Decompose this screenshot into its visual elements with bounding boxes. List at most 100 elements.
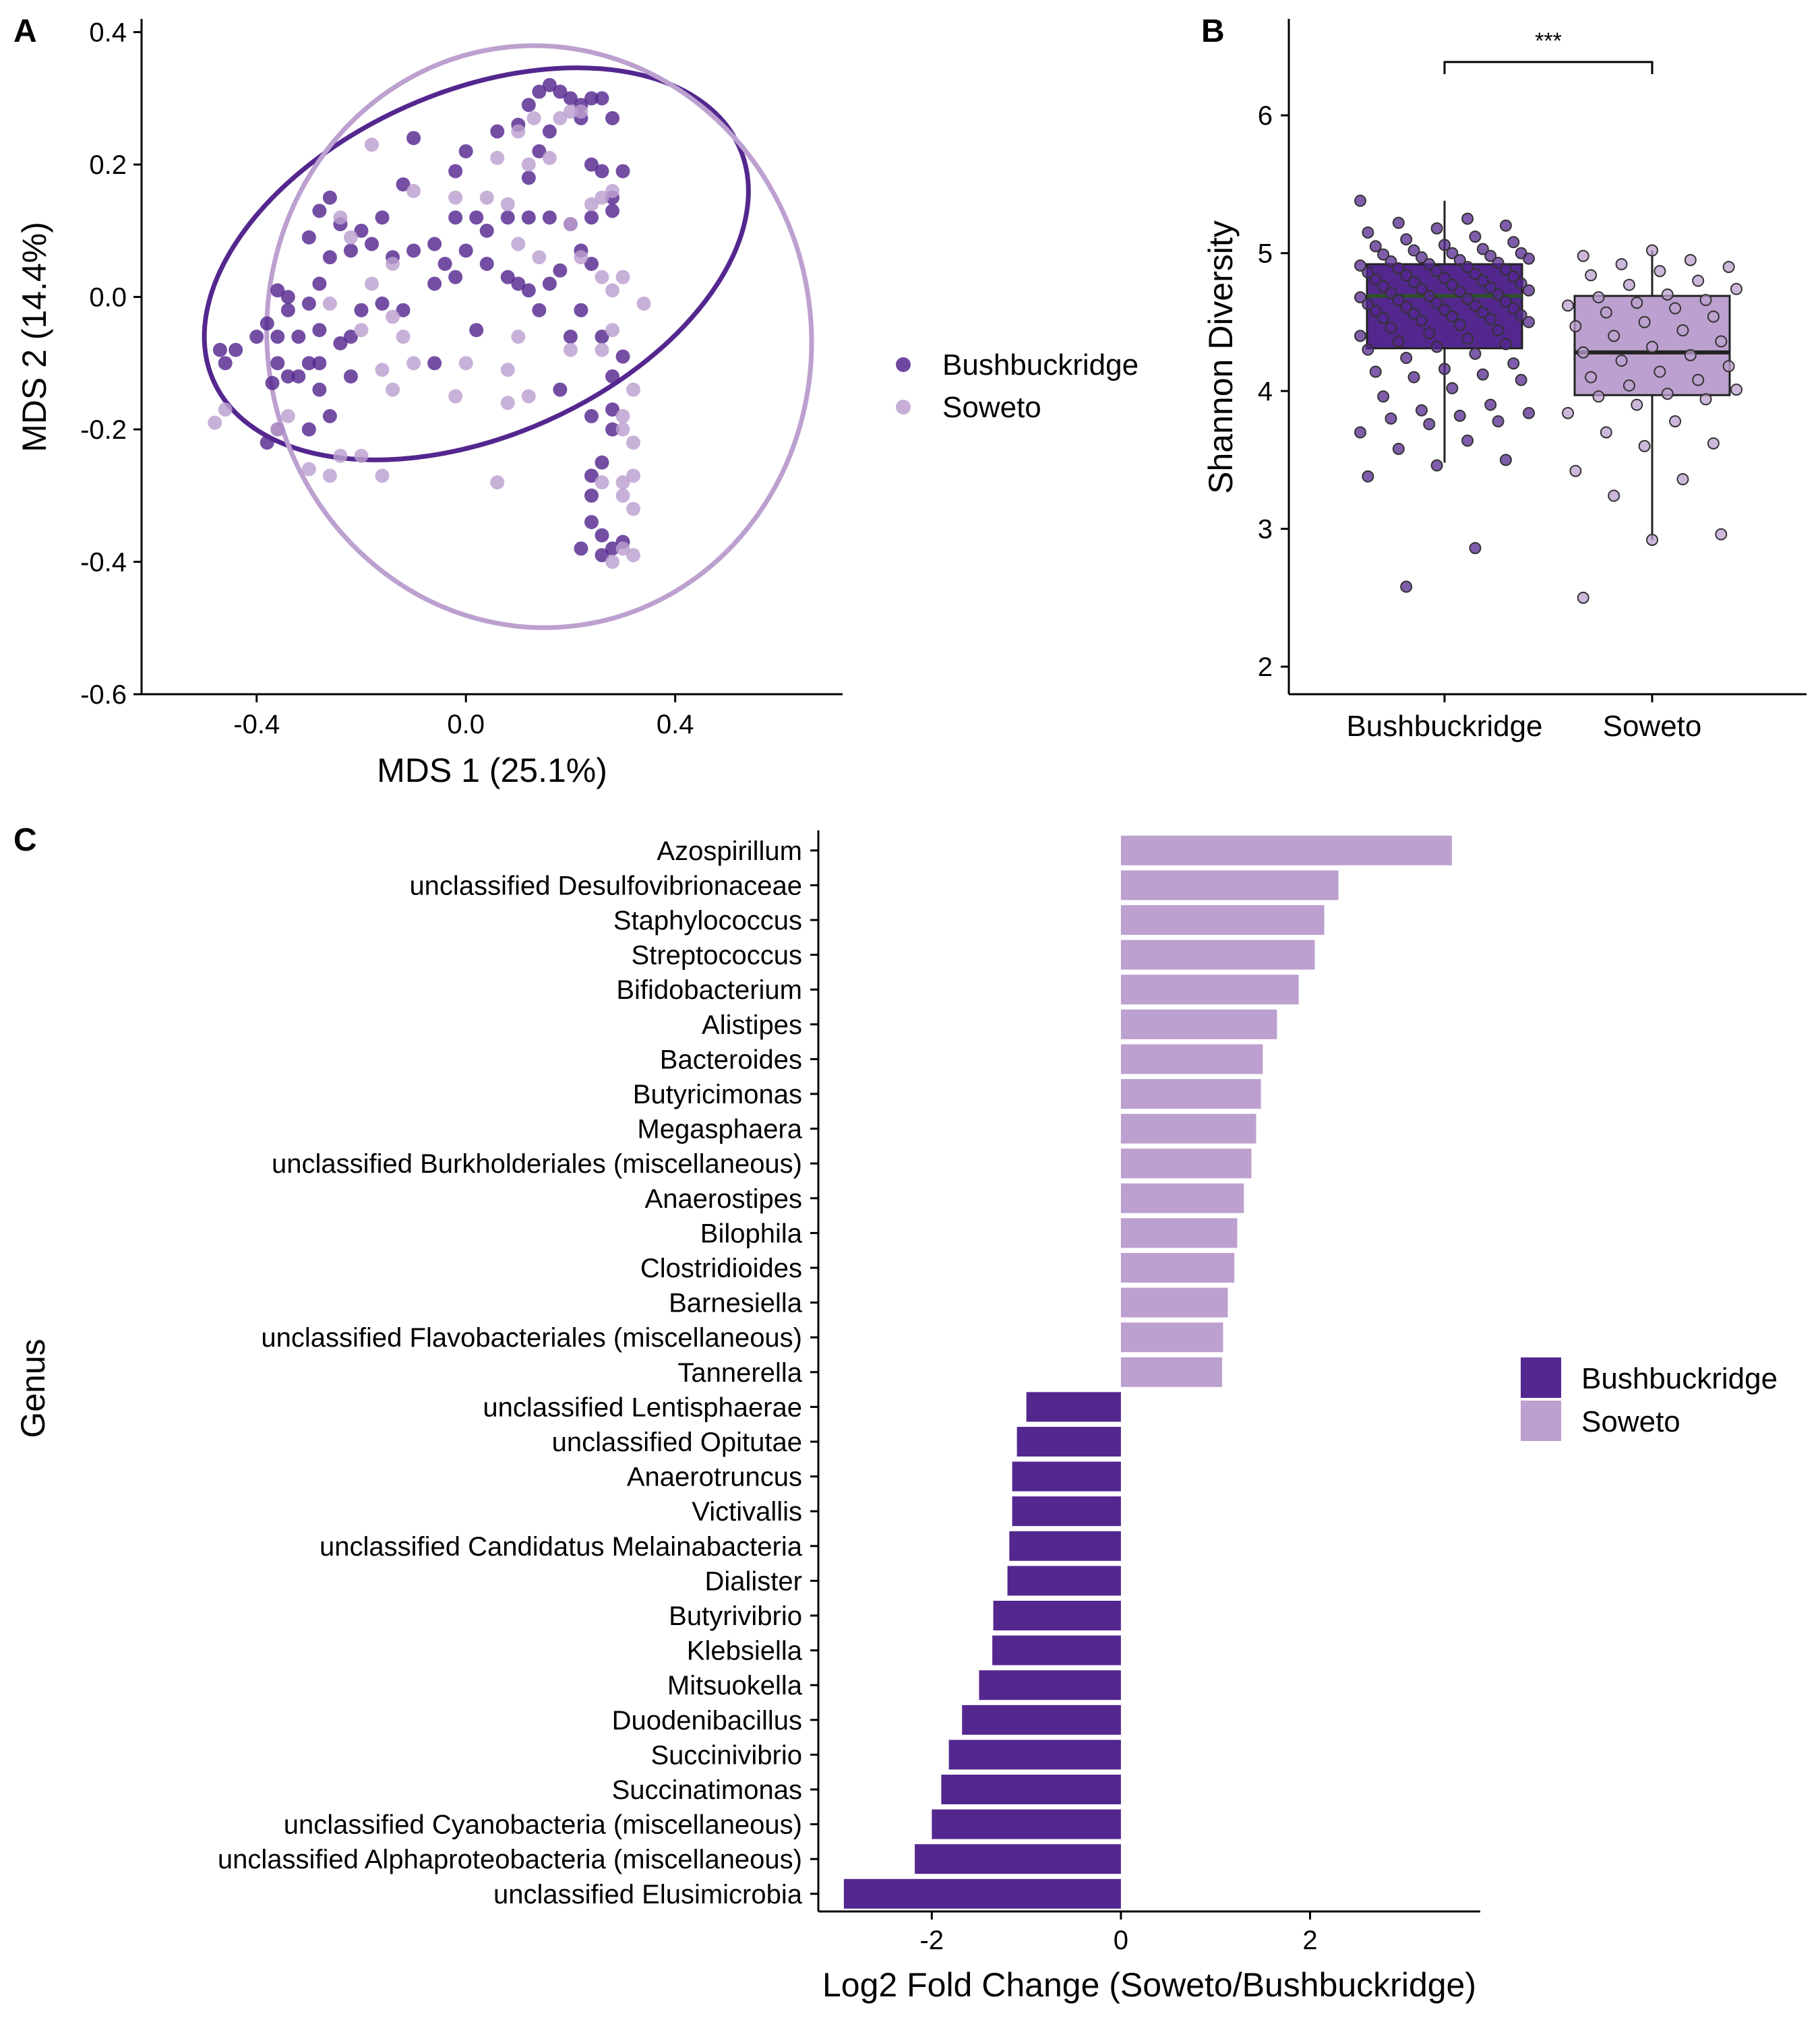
point-soweto: [636, 296, 651, 311]
point-soweto: [542, 150, 557, 165]
point-soweto: [448, 190, 463, 205]
category-label: Barnesiella: [669, 1289, 803, 1318]
x-tick-label: -2: [920, 1926, 944, 1955]
category-label: Bifidobacterium: [616, 975, 802, 1005]
point-bushbuckridge: [1392, 335, 1405, 348]
point-soweto: [1676, 472, 1689, 485]
point-bushbuckridge: [1362, 298, 1374, 311]
bar-victivallis: [1012, 1496, 1121, 1527]
point-bushbuckridge: [322, 190, 337, 205]
bar-unclassified-opitutae: [1017, 1427, 1121, 1457]
panel-a-letter: A: [13, 13, 37, 49]
point-bushbuckridge: [1430, 340, 1443, 353]
y-tick-label: 2: [1258, 652, 1273, 682]
panel-c-bars: [843, 835, 1452, 1909]
point-bushbuckridge: [563, 91, 578, 106]
category-label: Succinatimonas: [612, 1775, 802, 1805]
point-bushbuckridge: [1377, 280, 1390, 293]
point-bushbuckridge: [574, 541, 588, 556]
bar-streptococcus: [1120, 940, 1315, 970]
point-soweto: [1622, 379, 1635, 392]
point-soweto: [1638, 439, 1651, 452]
point-bushbuckridge: [615, 164, 630, 179]
category-label: unclassified Desulfovibrionaceae: [409, 871, 802, 900]
point-soweto: [605, 283, 620, 298]
category-label: Azospirillum: [657, 836, 802, 866]
panel-a-legend-key-soweto: [896, 400, 911, 415]
point-soweto: [511, 124, 526, 139]
point-soweto: [1715, 528, 1728, 541]
point-bushbuckridge: [1400, 233, 1413, 246]
point-soweto: [1669, 415, 1682, 428]
panel-b-significance-bracket: ***: [1443, 28, 1654, 74]
category-label: Clostridioides: [640, 1254, 802, 1283]
bar-clostridioides: [1120, 1253, 1235, 1283]
point-bushbuckridge: [1461, 212, 1474, 225]
point-soweto: [1661, 388, 1674, 400]
point-soweto: [1684, 348, 1697, 361]
point-bushbuckridge: [1446, 247, 1459, 259]
point-bushbuckridge: [1446, 278, 1459, 291]
category-label: Mitsuokella: [667, 1671, 803, 1701]
category-label: unclassified Candidatus Melainabacteria: [320, 1532, 803, 1562]
point-soweto: [208, 415, 222, 430]
category-label: Butyrivibrio: [669, 1601, 802, 1631]
point-bushbuckridge: [563, 330, 578, 344]
bar-bifidobacterium: [1120, 975, 1299, 1005]
point-bushbuckridge: [1392, 294, 1405, 307]
point-soweto: [1631, 297, 1643, 309]
point-bushbuckridge: [458, 144, 473, 158]
bar-bacteroides: [1120, 1044, 1263, 1074]
point-soweto: [1692, 373, 1705, 386]
point-bushbuckridge: [1392, 216, 1405, 229]
category-label: Anaerotruncus: [627, 1463, 802, 1492]
category-label: unclassified Flavobacteriales (miscellan…: [261, 1323, 802, 1353]
point-bushbuckridge: [1499, 264, 1512, 276]
point-soweto: [364, 137, 379, 152]
bar-megasphaera: [1120, 1113, 1256, 1144]
point-bushbuckridge: [1362, 343, 1374, 356]
point-bushbuckridge: [1377, 311, 1390, 324]
point-bushbuckridge: [595, 528, 609, 543]
point-soweto: [526, 111, 541, 125]
point-bushbuckridge: [605, 541, 620, 556]
point-bushbuckridge: [1354, 259, 1366, 272]
point-bushbuckridge: [301, 230, 316, 245]
point-bushbuckridge: [1430, 459, 1443, 472]
point-soweto: [1608, 489, 1620, 502]
panel-c-fold-change-bars: Azospirillum unclassified Desulfovibriona…: [14, 830, 1778, 2004]
point-bushbuckridge: [1492, 288, 1505, 301]
point-bushbuckridge: [427, 276, 442, 291]
point-bushbuckridge: [312, 204, 327, 218]
point-bushbuckridge: [532, 84, 547, 99]
panel-b-points: [1354, 194, 1742, 604]
point-bushbuckridge: [458, 243, 473, 258]
point-bushbuckridge: [437, 256, 452, 271]
bar-butyricimonas: [1120, 1079, 1261, 1109]
point-soweto: [375, 363, 390, 377]
point-soweto: [1707, 437, 1720, 450]
point-soweto: [1592, 390, 1605, 403]
y-tick-label: 5: [1258, 239, 1273, 269]
point-soweto: [490, 475, 505, 490]
panel-c-legend-key-bushbuckridge: [1521, 1357, 1561, 1398]
point-soweto: [218, 402, 233, 417]
category-label: unclassified Lentisphaerae: [483, 1392, 802, 1422]
point-bushbuckridge: [1469, 347, 1482, 360]
point-bushbuckridge: [542, 78, 557, 92]
point-bushbuckridge: [1499, 454, 1512, 466]
point-soweto: [1577, 346, 1589, 359]
point-bushbuckridge: [265, 375, 280, 390]
point-soweto: [615, 488, 630, 503]
point-bushbuckridge: [479, 256, 494, 271]
category-label: Staphylococcus: [613, 906, 802, 936]
point-bushbuckridge: [406, 131, 421, 146]
point-bushbuckridge: [280, 369, 295, 384]
point-soweto: [511, 330, 526, 344]
point-bushbuckridge: [343, 330, 358, 344]
point-soweto: [1699, 294, 1712, 307]
point-bushbuckridge: [1499, 295, 1512, 308]
bar-unclassified-candidatus-melainabacteria: [1009, 1531, 1121, 1561]
panel-a-points: [208, 78, 651, 570]
ellipse-bushbuckridge: [202, 65, 751, 462]
